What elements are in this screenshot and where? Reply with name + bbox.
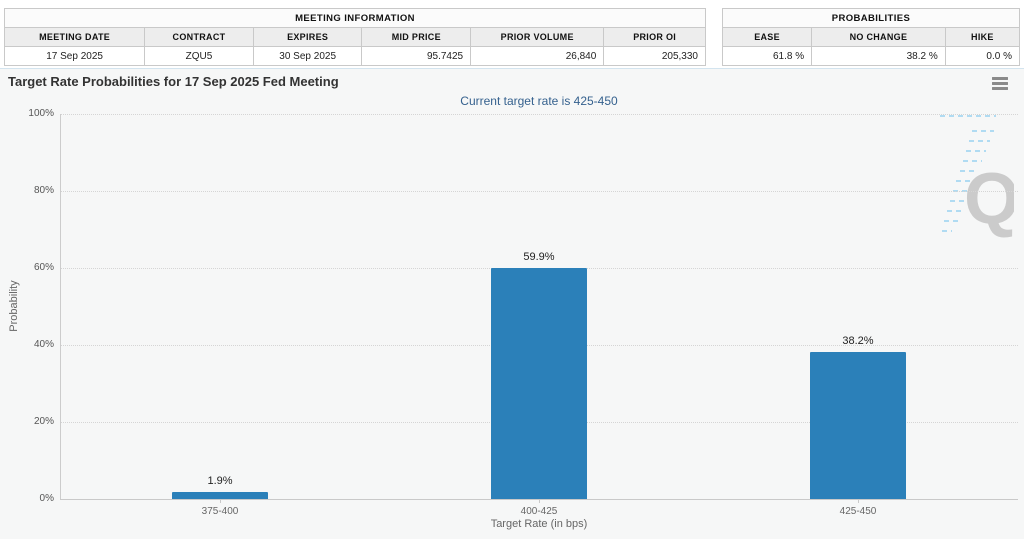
y-gridline-80 <box>60 191 1018 192</box>
y-tick-label-0: 0% <box>39 493 54 504</box>
probabilities-header-2: HIKE <box>944 27 1021 47</box>
meeting-info-value-1: ZQU5 <box>144 46 254 66</box>
x-axis-title: Target Rate (in bps) <box>490 518 588 530</box>
probabilities-table: PROBABILITIES EASE NO CHANGE HIKE 61.8 % 38… <box>721 8 1021 66</box>
meeting-info-title: MEETING INFORMATION <box>4 8 706 28</box>
meeting-info-header-2: EXPIRES <box>252 27 363 47</box>
x-tick-mark-425-450 <box>858 499 859 503</box>
y-tick-label-80: 80% <box>33 185 54 196</box>
y-tick-label-20: 20% <box>33 416 54 427</box>
y-tick-label-40: 40% <box>33 339 54 350</box>
bar-value-label-425-450: 38.2% <box>842 335 874 347</box>
probabilities-header-0: EASE <box>721 27 813 47</box>
bar-value-label-400-425: 59.9% <box>523 251 555 263</box>
meeting-info-header-3: MID PRICE <box>361 27 472 47</box>
probabilities-value-0: 61.8 % <box>721 46 813 66</box>
x-category-label-375-400: 375-400 <box>201 506 239 517</box>
meeting-info-value-2: 30 Sep 2025 <box>252 46 363 66</box>
meeting-info-value-0: 17 Sep 2025 <box>3 46 146 66</box>
quikstrike-watermark-logo: Q <box>940 115 1014 239</box>
meeting-information-table: MEETING INFORMATION MEETING DATE CONTRACT… <box>3 8 706 66</box>
meeting-info-header-1: CONTRACT <box>144 27 254 47</box>
y-tick-label-100: 100% <box>28 108 54 119</box>
meeting-info-header-0: MEETING DATE <box>3 27 146 47</box>
probability-bar-400-425[interactable] <box>491 268 587 499</box>
meeting-info-value-4: 26,840 <box>470 46 605 66</box>
probabilities-header-1: NO CHANGE <box>811 27 946 47</box>
probability-bar-375-400[interactable] <box>172 492 268 499</box>
meeting-info-header-4: PRIOR VOLUME <box>470 27 605 47</box>
meeting-info-value-5: 205,330 <box>603 46 706 66</box>
x-category-label-400-425: 400-425 <box>520 506 558 517</box>
chart-subtitle: Current target rate is 425-450 <box>460 94 618 108</box>
top-tables-strip: MEETING INFORMATION MEETING DATE CONTRACT… <box>0 0 1024 68</box>
probabilities-value-2: 0.0 % <box>944 46 1021 66</box>
y-gridline-100 <box>60 114 1018 115</box>
probability-bar-425-450[interactable] <box>810 352 906 499</box>
meeting-info-header-5: PRIOR OI <box>603 27 706 47</box>
x-tick-mark-375-400 <box>220 499 221 503</box>
probabilities-title: PROBABILITIES <box>722 8 1020 28</box>
fedwatch-probability-chart: Target Rate Probabilities for 17 Sep 202… <box>0 68 1024 539</box>
meeting-info-value-3: 95.7425 <box>361 46 472 66</box>
y-tick-label-60: 60% <box>33 262 54 273</box>
x-tick-mark-400-425 <box>539 499 540 503</box>
probabilities-value-1: 38.2 % <box>811 46 946 66</box>
y-axis-title: Probability <box>8 280 20 332</box>
bar-value-label-375-400: 1.9% <box>207 475 233 487</box>
x-category-label-425-450: 425-450 <box>839 506 877 517</box>
chart-title: Target Rate Probabilities for 17 Sep 202… <box>8 74 339 89</box>
hamburger-menu-icon[interactable] <box>990 76 1010 92</box>
svg-text:Q: Q <box>964 159 1014 239</box>
y-axis-line <box>60 114 61 499</box>
